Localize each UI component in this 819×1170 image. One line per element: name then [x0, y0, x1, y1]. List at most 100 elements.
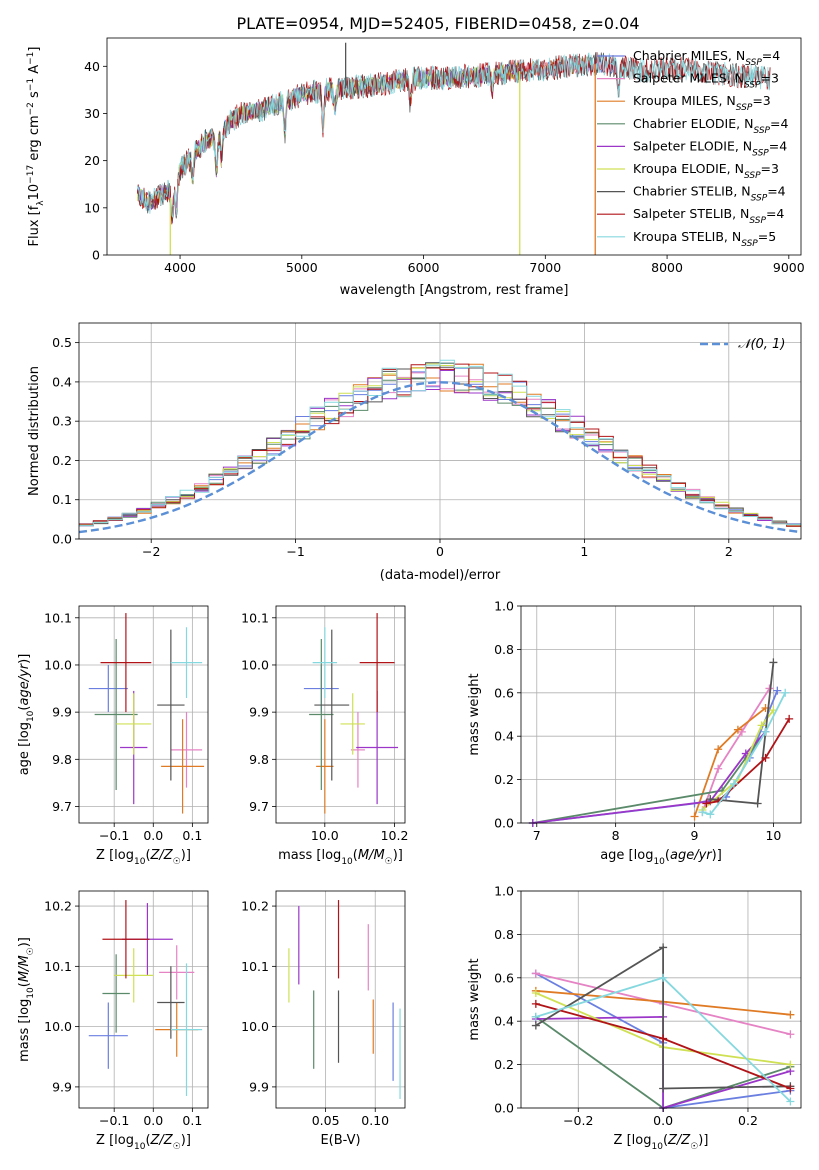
y-tick-label: 10.1 — [44, 959, 72, 974]
legend-entry: Kroupa ELODIE, NSSP=3 — [633, 161, 779, 181]
plot-area-age_vs_Z — [88, 613, 205, 814]
error-bar-point — [94, 639, 138, 790]
mass-weight-marker — [786, 1084, 795, 1093]
y-tick-label: 0.0 — [52, 532, 72, 547]
error-bar-point — [157, 629, 185, 781]
y-tick-label: 0.2 — [52, 453, 72, 468]
x-axis-label: wavelength [Angstrom, rest frame] — [340, 283, 569, 298]
mass-weight-marker — [786, 1060, 795, 1069]
legend-entry: Kroupa MILES, NSSP=3 — [633, 93, 771, 113]
error-bar-point — [102, 900, 150, 979]
mass-weight-marker — [781, 688, 790, 697]
y-tick-label: 10.0 — [241, 1019, 269, 1034]
y-tick-label: 10.2 — [44, 899, 72, 914]
x-tick-label: 10.2 — [381, 828, 409, 843]
x-tick-label: 10 — [765, 828, 781, 843]
y-tick-label: 9.9 — [52, 1079, 72, 1094]
legend-entry: Kroupa STELIB, NSSP=5 — [633, 229, 776, 249]
mass-weight-marker — [714, 745, 723, 754]
mass-weight-marker — [729, 779, 738, 788]
histogram-salpeter-elodie — [79, 370, 801, 525]
plot-area-age_vs_mass — [303, 613, 399, 814]
y-tick-label: 9.8 — [249, 752, 269, 767]
x-tick-label: −0.1 — [99, 828, 129, 843]
mass-weight-marker — [702, 799, 711, 808]
legend-entry: Chabrier ELODIE, NSSP=4 — [633, 116, 788, 136]
mass-weight-marker — [785, 714, 794, 723]
plot-area-mass_weight_vs_age — [528, 658, 794, 827]
y-tick-label: 0.0 — [494, 816, 514, 831]
x-tick-label: −1 — [286, 544, 304, 559]
error-bar-point — [359, 613, 395, 713]
mass-weight-line — [532, 731, 767, 824]
error-bar-point — [314, 629, 350, 781]
y-tick-label: 9.9 — [249, 705, 269, 720]
mass-weight-marker — [531, 1021, 540, 1030]
mass-weight-series-salpeter-elodie — [528, 727, 770, 827]
x-tick-label: 0.0 — [653, 1113, 673, 1128]
error-bar-point — [316, 719, 334, 814]
y-tick-label: 0.1 — [52, 492, 72, 507]
legend-entry: Salpeter ELODIE, NSSP=4 — [633, 138, 787, 158]
mass-weight-marker — [659, 1084, 668, 1093]
y-tick-label: 0 — [92, 248, 100, 263]
x-axis-label: Z [log10(Z/Z☉)] — [96, 1133, 191, 1152]
histogram-salpeter-stelib — [79, 363, 801, 527]
legend-entry: Chabrier MILES, NSSP=4 — [633, 48, 780, 68]
error-bar-point — [312, 627, 338, 698]
plot-area-mass_vs_EBV — [288, 900, 401, 1099]
error-bar-point — [309, 639, 334, 790]
axes-mass_weight_vs_age: 7 8 9 10 0.0 0.2 0.4 0.6 0.8 1.0 age [log10(age/yr… — [467, 599, 802, 867]
axes-frame — [106, 37, 802, 256]
mass-weight-line — [693, 707, 767, 817]
legend-entry: Chabrier STELIB, NSSP=4 — [633, 184, 786, 204]
x-tick-label: 6000 — [408, 260, 440, 275]
axes-age_vs_mass: 10.0 10.2 9.7 9.8 9.9 10.0 10.1 mass [log10(M/M… — [241, 605, 409, 867]
error-bar-point — [100, 613, 152, 713]
x-tick-label: 4000 — [164, 260, 196, 275]
x-tick-label: 0 — [436, 544, 444, 559]
x-axis-label: age [log10(age/yr)] — [600, 848, 722, 867]
y-tick-label: 0.6 — [494, 685, 514, 700]
y-tick-label: 0.8 — [494, 927, 514, 942]
error-bar-point — [157, 966, 185, 1039]
legend: Chabrier MILES, NSSP=4 Salpeter MILES, NS… — [597, 48, 788, 249]
error-bar-point — [88, 664, 128, 713]
mass-weight-marker — [786, 1097, 795, 1106]
y-tick-label: 1.0 — [494, 884, 514, 899]
mass-weight-marker — [769, 658, 778, 667]
x-tick-label: 0.05 — [312, 1113, 340, 1128]
x-tick-label: 0.1 — [182, 1113, 202, 1128]
mass-weight-marker — [698, 808, 707, 817]
axes-spectrum: 4000 5000 6000 7000 8000 9000 0 10 20 30 40 wavelen… — [26, 37, 805, 298]
x-tick-label: 0.2 — [738, 1113, 758, 1128]
x-tick-label: 0.0 — [143, 1113, 163, 1128]
mass-weight-marker — [761, 753, 770, 762]
mass-weight-marker — [531, 1012, 540, 1021]
y-tick-label: 9.9 — [249, 1079, 269, 1094]
mass-weight-series-kroupa-stelib — [698, 688, 790, 819]
x-tick-label: 10.0 — [311, 828, 339, 843]
y-tick-label: 10.1 — [241, 959, 269, 974]
x-tick-label: 0.1 — [182, 828, 202, 843]
normal-curve — [79, 381, 801, 534]
y-axis-label: Normed distribution — [27, 366, 42, 496]
x-tick-label: −0.2 — [563, 1113, 593, 1128]
mass-weight-marker — [690, 812, 699, 821]
mass-weight-line — [706, 718, 790, 805]
y-axis-label: mass weight — [467, 958, 482, 1040]
axes-frame — [520, 890, 802, 1109]
error-bar-point — [116, 693, 152, 755]
mass-weight-marker — [659, 943, 668, 952]
y-tick-label: 0.2 — [494, 772, 514, 787]
error-bar-point — [170, 963, 203, 1096]
mass-weight-line — [532, 690, 779, 824]
y-axis-label: mass weight — [467, 673, 482, 755]
mass-weight-marker — [786, 1010, 795, 1019]
error-bar-point — [340, 693, 365, 755]
x-tick-label: 5000 — [286, 260, 318, 275]
legend: 𝒩(0, 1) — [700, 337, 785, 352]
error-bar-point — [170, 627, 203, 698]
x-tick-label: −0.1 — [99, 1113, 129, 1128]
y-tick-label: 1.0 — [494, 599, 514, 614]
